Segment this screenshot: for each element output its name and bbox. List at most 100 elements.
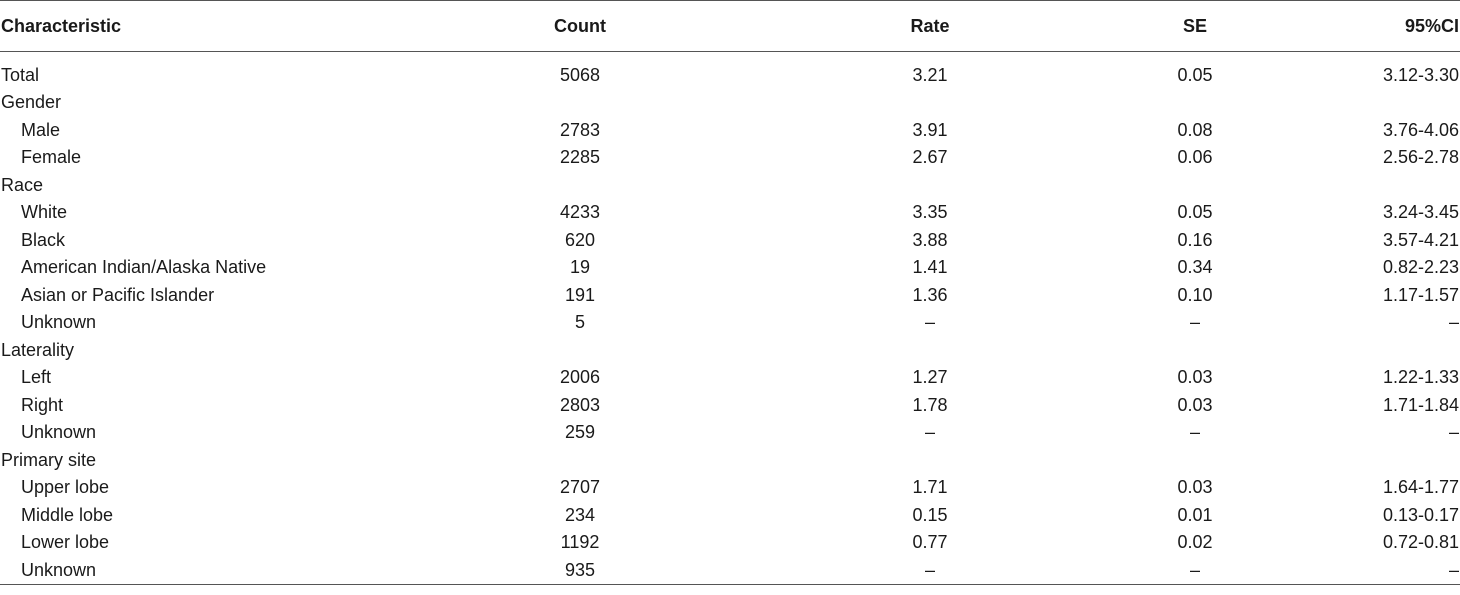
cell-count: 259 xyxy=(564,422,596,443)
cell-ci: 1.64-1.77 xyxy=(1382,477,1459,498)
cell-characteristic: Gender xyxy=(1,92,62,113)
cell-rate xyxy=(690,447,980,475)
table-row: Lower lobe 1192 0.77 0.02 0.72-0.81 xyxy=(0,529,1460,557)
table-row: Primary site xyxy=(0,447,1460,475)
header-characteristic: Characteristic xyxy=(0,0,410,52)
cell-ci: 3.57-4.21 xyxy=(1382,229,1459,250)
cell-rate: 1.71 xyxy=(912,477,948,498)
cell-rate: 1.27 xyxy=(912,367,948,388)
cell-characteristic: Laterality xyxy=(1,339,75,360)
table-row: Unknown 935– – – xyxy=(0,556,1460,585)
cell-rate: – xyxy=(924,422,935,443)
cell-se: 0.16 xyxy=(1177,229,1213,250)
cell-characteristic: Lower lobe xyxy=(21,532,110,553)
cell-ci: – xyxy=(1250,556,1460,585)
cell-characteristic: Black xyxy=(21,229,66,250)
cell-rate xyxy=(690,89,980,117)
cell-characteristic: White xyxy=(21,202,68,223)
cell-count: 4233 xyxy=(559,202,601,223)
cell-characteristic: Left xyxy=(21,367,52,388)
cell-characteristic: Total xyxy=(1,64,40,85)
cell-count: 2707 xyxy=(559,477,601,498)
table-row: Laterality xyxy=(0,337,1460,365)
cell-count: 5068 xyxy=(559,64,601,85)
table-row: Male 2783 3.91 0.08 3.76-4.06 xyxy=(0,117,1460,145)
cell-se xyxy=(980,447,1250,475)
cell-ci: 0.82-2.23 xyxy=(1382,257,1459,278)
cell-count: 19 xyxy=(569,257,591,278)
cell-se: 0.05 xyxy=(1177,202,1213,223)
cell-se: – xyxy=(1189,312,1200,333)
table-row: Upper lobe 2707 1.71 0.03 1.64-1.77 xyxy=(0,474,1460,502)
cell-characteristic: Middle lobe xyxy=(21,504,114,525)
cell-rate: – xyxy=(690,556,980,585)
cell-count: 620 xyxy=(564,229,596,250)
cell-ci: 3.24-3.45 xyxy=(1382,202,1459,223)
cell-count xyxy=(410,447,690,475)
cell-count xyxy=(410,337,690,365)
cell-se: 0.03 xyxy=(1177,477,1213,498)
cell-ci: 0.13-0.17 xyxy=(1382,504,1459,525)
cell-ci xyxy=(1250,447,1460,475)
cell-ci xyxy=(1250,89,1460,117)
cell-se: 0.05 xyxy=(1177,64,1213,85)
table-row: Unknown 5 – – – xyxy=(0,309,1460,337)
cell-se xyxy=(980,89,1250,117)
cell-characteristic: Upper lobe xyxy=(21,477,110,498)
table-row: Female 2285 2.67 0.06 2.56-2.78 xyxy=(0,144,1460,172)
cell-count: 234 xyxy=(564,504,596,525)
cell-rate: 1.36 xyxy=(912,284,948,305)
cell-rate: 1.78 xyxy=(912,394,948,415)
cell-se: 0.06 xyxy=(1177,147,1213,168)
cell-se: 0.03 xyxy=(1177,367,1213,388)
table-row: Race xyxy=(0,172,1460,200)
cell-ci: 0.72-0.81 xyxy=(1382,532,1459,553)
cell-count: 1192 xyxy=(560,532,600,553)
cell-se: 0.03 xyxy=(1177,394,1213,415)
cell-rate: 3.21 xyxy=(912,64,948,85)
cell-ci: 3.76-4.06 xyxy=(1382,119,1459,140)
table-row: Unknown 259 – – – xyxy=(0,419,1460,447)
cell-ci: 1.17-1.57 xyxy=(1382,284,1459,305)
cell-rate: 3.35 xyxy=(912,202,948,223)
cell-characteristic: Race xyxy=(1,174,44,195)
cell-se: – xyxy=(1189,422,1200,443)
cell-rate: 0.77 xyxy=(912,532,948,553)
header-count: Count xyxy=(410,0,690,52)
cell-rate: 0.15 xyxy=(912,504,948,525)
cell-rate: 3.91 xyxy=(912,119,948,140)
table-row: Middle lobe 234 0.15 0.01 0.13-0.17 xyxy=(0,502,1460,530)
header-se: SE xyxy=(980,0,1250,52)
cell-rate: 1.41 xyxy=(912,257,948,278)
cell-characteristic: Unknown xyxy=(21,422,97,443)
cell-ci: 2.56-2.78 xyxy=(1382,147,1459,168)
cell-count: 2783 xyxy=(559,119,601,140)
cell-se: 0.01 xyxy=(1177,504,1213,525)
cell-count xyxy=(410,172,690,200)
cell-ci: – xyxy=(1448,312,1459,333)
cell-se: 0.34 xyxy=(1177,257,1213,278)
cell-se: 0.02 xyxy=(1177,532,1213,553)
table-row: Asian or Pacific Islander 191 1.36 0.10 1.17… xyxy=(0,282,1460,310)
cell-characteristic: Female xyxy=(21,147,82,168)
table-row: White 4233 3.35 0.05 3.24-3.45 xyxy=(0,199,1460,227)
cell-rate: 3.88 xyxy=(912,229,948,250)
cell-ci xyxy=(1250,337,1460,365)
cell-count xyxy=(410,89,690,117)
cell-characteristic: Male xyxy=(21,119,61,140)
cell-count: 2006 xyxy=(559,367,601,388)
cell-ci: 1.22-1.33 xyxy=(1382,367,1459,388)
cell-rate: 2.67 xyxy=(912,147,948,168)
cell-rate xyxy=(690,172,980,200)
cell-characteristic: Primary site xyxy=(1,449,97,470)
table-body: Total 5068 3.21 0.05 3.12-3.30 Gender Male 2783… xyxy=(0,52,1460,585)
cell-count: 2285 xyxy=(559,147,601,168)
table-row: Right 2803 1.78 0.03 1.71-1.84 xyxy=(0,392,1460,420)
cell-count: 5 xyxy=(574,312,585,333)
cell-characteristic: Right xyxy=(21,394,64,415)
table-row: Total 5068 3.21 0.05 3.12-3.30 xyxy=(0,62,1460,90)
spacer-row xyxy=(0,52,1460,62)
cell-rate xyxy=(690,337,980,365)
